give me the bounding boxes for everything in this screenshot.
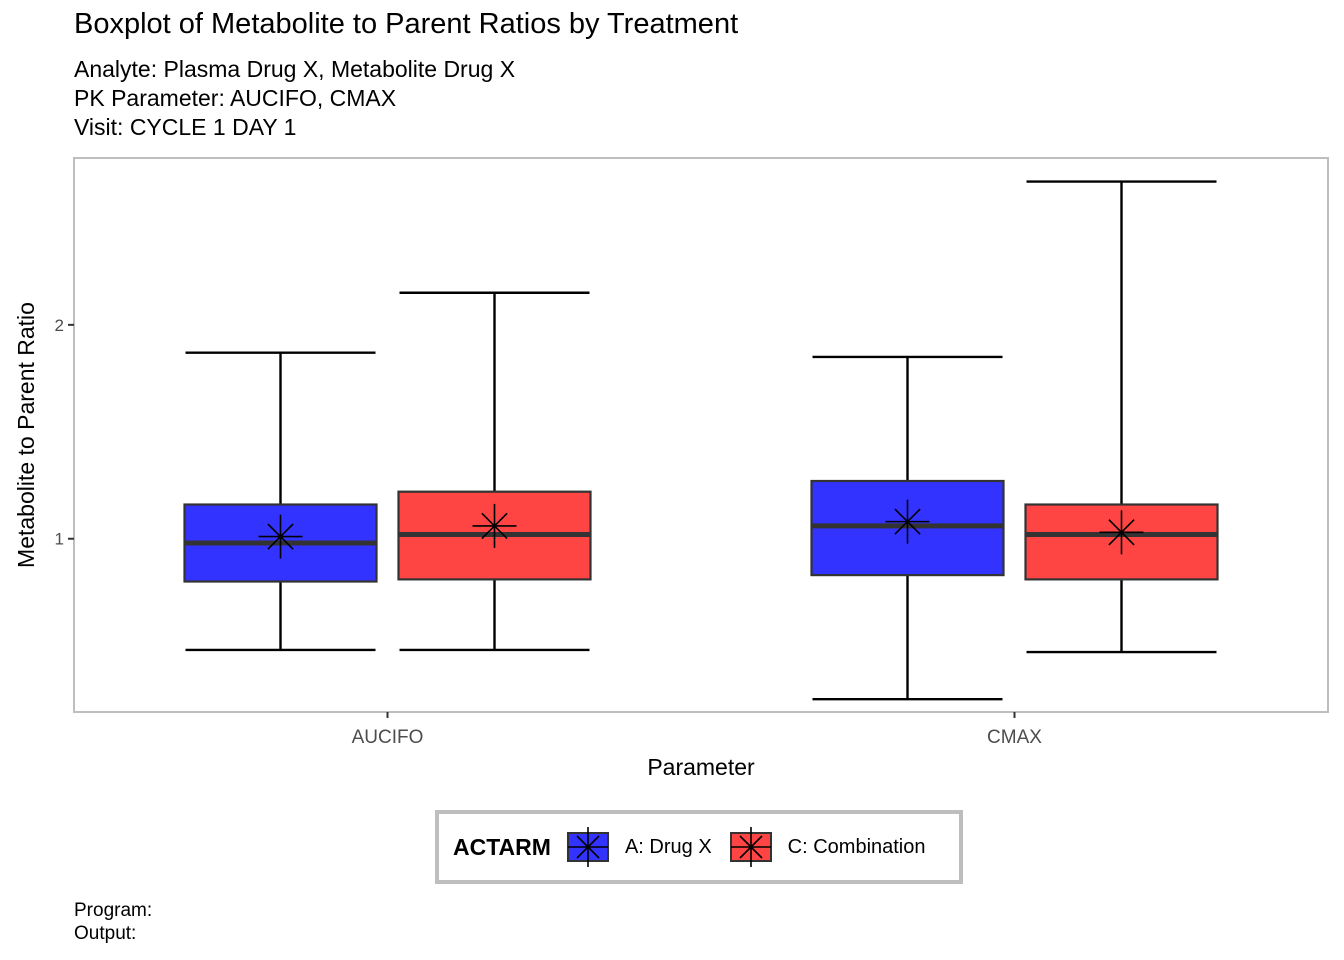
mean-marker-a-drug-x-cmax	[885, 499, 930, 544]
plot-panel	[73, 157, 1329, 713]
x-tick-label: CMAX	[987, 727, 1042, 748]
x-tick-label: AUCIFO	[352, 727, 424, 748]
subtitle-pk-parameter: PK Parameter: AUCIFO, CMAX	[74, 85, 397, 111]
subtitle-analyte: Analyte: Plasma Drug X, Metabolite Drug …	[74, 56, 516, 82]
subtitle-visit: Visit: CYCLE 1 DAY 1	[74, 114, 297, 140]
chart-title: Boxplot of Metabolite to Parent Ratios b…	[74, 8, 739, 40]
y-axis-label: Metabolite to Parent Ratio	[13, 302, 39, 568]
caption-program: Program:	[74, 900, 153, 921]
legend-item-combination: C: Combination	[729, 827, 926, 867]
mean-marker-c-combination-aucifo	[472, 503, 517, 548]
boxplot-chart: 1 2 AUCIFO CMAX Parameter Metabolite to Paren…	[13, 157, 1329, 780]
legend-key-combination	[729, 827, 772, 867]
legend-label-drug-x: A: Drug X	[624, 835, 712, 858]
legend-title: ACTARM	[453, 833, 551, 860]
mean-marker-c-combination-cmax	[1099, 510, 1144, 555]
y-tick-label: 2	[55, 316, 64, 335]
y-tick-label: 1	[55, 530, 64, 549]
legend: ACTARM A: Drug X C: Combination	[435, 810, 963, 884]
legend-key-drug-x	[566, 827, 609, 867]
x-axis-label: Parameter	[647, 754, 755, 780]
caption-output: Output:	[74, 923, 137, 944]
legend-label-combination: C: Combination	[787, 835, 926, 858]
mean-marker-a-drug-x-aucifo	[258, 514, 303, 559]
legend-item-drug-x: A: Drug X	[566, 827, 712, 867]
